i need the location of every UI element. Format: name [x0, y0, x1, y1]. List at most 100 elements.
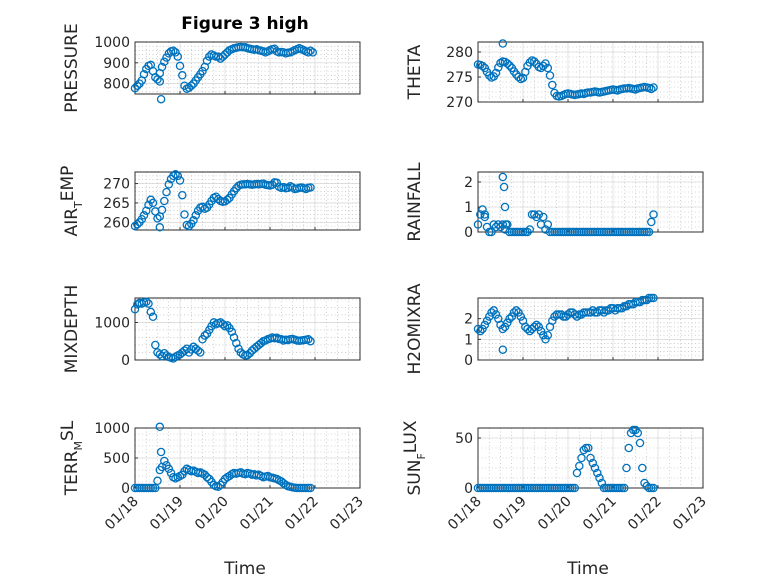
data-point	[223, 195, 232, 205]
data-point	[530, 210, 539, 219]
axes-box	[134, 297, 361, 361]
y-tick-label: 2	[464, 312, 473, 328]
data-point	[180, 210, 189, 219]
y-tick-label: 0	[464, 481, 473, 497]
data-point	[500, 202, 510, 212]
y-tick-label: 0	[464, 225, 473, 241]
data-point	[173, 171, 183, 181]
data-point	[191, 211, 201, 220]
x-tick-label: 01/21	[237, 494, 277, 534]
data-point	[306, 336, 315, 346]
data-point	[476, 210, 485, 219]
y-tick-label: 270	[446, 95, 473, 111]
data-point	[144, 200, 153, 210]
data-point	[223, 321, 232, 330]
data-point	[155, 77, 165, 86]
data-point	[166, 468, 176, 478]
panel-terr: 0 500 1000 01/18 01/19 01/20 01/21 01/22 01/23 TE…	[58, 420, 367, 533]
data-point	[220, 50, 230, 59]
data-point	[156, 447, 166, 457]
data-point	[218, 320, 228, 329]
data-point	[164, 464, 174, 474]
data-point	[633, 428, 643, 438]
data-point	[534, 322, 544, 332]
data-point	[139, 211, 149, 220]
data-point	[530, 57, 539, 66]
data-point	[498, 220, 508, 229]
data-point	[599, 308, 609, 317]
data-point	[232, 338, 241, 348]
panel-sun: 0 50 01/18 01/19 01/20 01/21 01/22 01/23 SUNFLUX	[401, 420, 710, 533]
data-point	[498, 172, 508, 182]
x-tick-label: 01/23	[670, 494, 710, 534]
y-tick-label: 1000	[94, 315, 130, 331]
data-point	[478, 61, 487, 71]
data-point	[160, 57, 169, 67]
data-point	[530, 322, 539, 332]
data-point	[577, 453, 586, 463]
data-point	[184, 83, 194, 93]
y-tick-label: 800	[103, 77, 130, 93]
data-point	[539, 61, 548, 71]
data-point	[523, 227, 532, 237]
x-tick-label: 01/18	[102, 494, 142, 534]
data-point	[478, 324, 487, 334]
y-tick-label: 1000	[94, 35, 130, 51]
data-point	[162, 53, 171, 62]
y-axis-label: THETA	[405, 44, 425, 100]
data-point	[498, 39, 508, 48]
y-axis-label: PRESSURE	[62, 23, 82, 112]
data-point	[178, 190, 187, 200]
data-point	[187, 81, 196, 90]
data-point	[543, 63, 553, 73]
data-point	[301, 483, 311, 493]
data-point	[175, 176, 185, 185]
data-point	[649, 83, 658, 92]
x-tick-label: 01/20	[192, 494, 232, 534]
data-point	[202, 472, 212, 482]
data-point	[543, 330, 553, 340]
data-point	[243, 350, 252, 360]
data-point	[509, 308, 519, 317]
panel-theta: 270 275 280 THETA	[405, 39, 704, 111]
data-point	[638, 463, 647, 473]
data-point	[649, 483, 658, 493]
data-point	[548, 80, 557, 90]
data-point	[164, 180, 174, 189]
data-point	[559, 312, 568, 321]
data-point	[644, 227, 654, 237]
y-tick-label: 260	[103, 215, 130, 231]
data-point	[227, 327, 237, 337]
data-point	[514, 72, 523, 82]
data-point	[155, 422, 165, 432]
data-point	[541, 59, 550, 68]
data-point	[130, 83, 140, 93]
data-point	[539, 212, 548, 222]
y-axis-label: TERRMSL	[58, 420, 85, 496]
data-point	[503, 59, 512, 68]
data-point	[491, 310, 501, 319]
y-tick-label: 0	[464, 353, 473, 369]
data-point	[500, 322, 510, 332]
y-tick-label: 50	[455, 431, 473, 447]
data-point	[512, 306, 521, 315]
data-point	[525, 225, 535, 234]
data-point	[595, 473, 604, 483]
data-point	[169, 46, 178, 55]
data-point	[640, 227, 649, 237]
data-point	[306, 183, 315, 192]
x-tick-label: 01/21	[580, 494, 620, 534]
y-tick-label: 1	[464, 332, 473, 348]
data-point	[536, 326, 546, 336]
data-point	[148, 483, 158, 493]
panel-rainfall: 0 1 2 RAINFALL	[405, 162, 704, 242]
data-point	[617, 483, 627, 493]
data-point	[548, 316, 557, 325]
data-point	[649, 210, 658, 219]
x-axis-label-right: Time	[566, 559, 609, 579]
figure-title: Figure 3 high	[181, 14, 309, 34]
panel-pressure: 800 900 1000 PRESSURE	[62, 23, 361, 113]
data-point	[514, 308, 523, 317]
data-point	[133, 219, 142, 229]
